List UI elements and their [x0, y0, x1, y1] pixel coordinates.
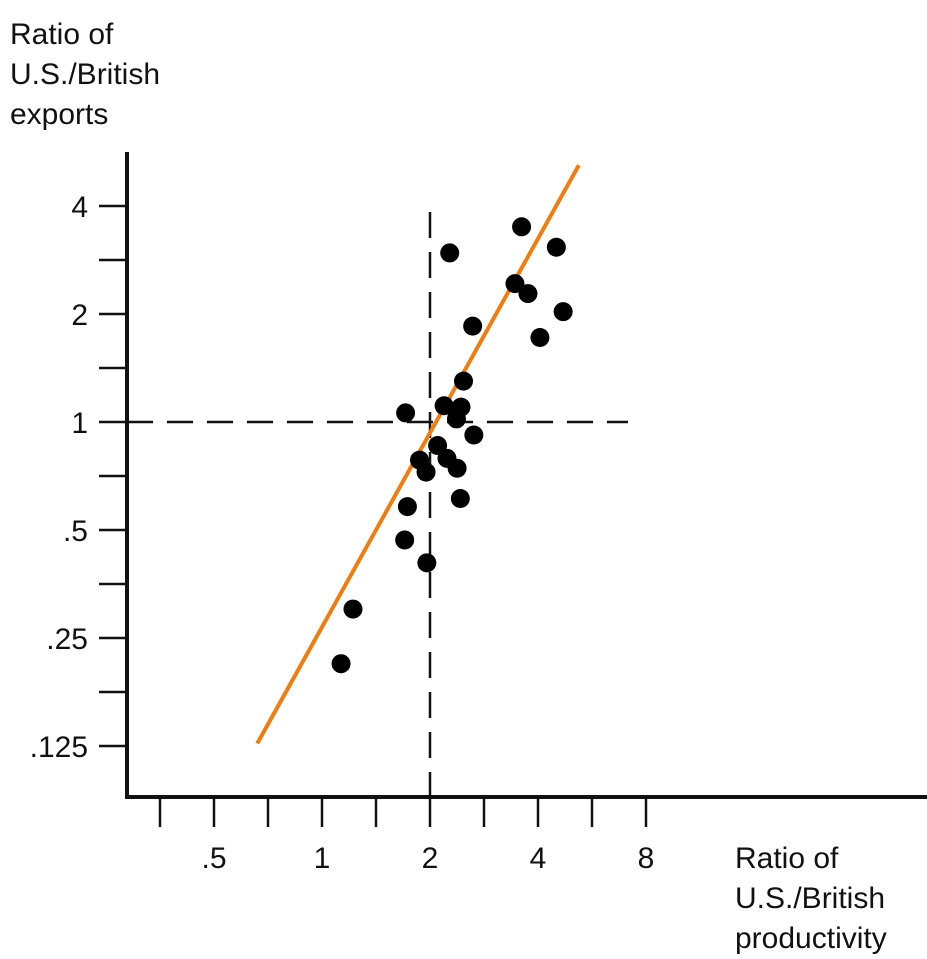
x-tick-label: 2 — [422, 842, 439, 875]
y-tick-label: 2 — [71, 299, 88, 332]
x-axis-label-line-1: Ratio of — [735, 842, 839, 875]
data-point — [397, 497, 417, 517]
data-point — [518, 284, 538, 304]
data-point — [553, 302, 573, 322]
y-axis-label-line-3: exports — [10, 98, 108, 131]
x-axis-label-line-3: productivity — [735, 922, 887, 955]
y-tick-label: .125 — [30, 731, 88, 764]
data-point — [343, 599, 363, 619]
data-points — [331, 217, 573, 674]
y-axis-label-line-2: U.S./British — [10, 58, 160, 91]
data-point — [546, 237, 566, 257]
data-point — [416, 462, 436, 482]
data-point — [447, 458, 467, 478]
data-point — [440, 243, 460, 263]
data-point — [331, 654, 351, 674]
x-axis-label: Ratio of U.S./British productivity — [735, 842, 887, 955]
x-tick-label: 4 — [530, 842, 547, 875]
tick-labels: .5 1 2 4 8 .125 .25 .5 1 2 4 — [30, 191, 655, 875]
x-tick-label: 1 — [314, 842, 331, 875]
x-tick-label: .5 — [201, 842, 226, 875]
reference-lines — [127, 212, 628, 797]
y-axis-label: Ratio of U.S./British exports — [10, 18, 160, 131]
data-point — [417, 553, 437, 573]
data-point — [395, 530, 415, 550]
ticks — [99, 204, 648, 827]
y-tick-label: .5 — [63, 515, 88, 548]
x-axis-label-line-2: U.S./British — [735, 882, 885, 915]
axis-lines — [125, 152, 927, 799]
data-point — [450, 489, 470, 509]
y-tick-label: 1 — [71, 407, 88, 440]
data-point — [463, 316, 483, 336]
data-point — [454, 371, 474, 391]
y-axis-label-line-1: Ratio of — [10, 18, 114, 51]
data-point — [451, 397, 471, 417]
data-point — [396, 403, 416, 423]
axes — [125, 152, 927, 799]
x-tick-label: 8 — [638, 842, 655, 875]
data-point — [512, 217, 532, 237]
data-point — [434, 396, 454, 416]
data-point — [464, 425, 484, 445]
data-point — [505, 274, 525, 294]
y-tick-label: .25 — [46, 623, 88, 656]
y-tick-label: 4 — [71, 191, 88, 224]
data-point — [530, 327, 550, 347]
